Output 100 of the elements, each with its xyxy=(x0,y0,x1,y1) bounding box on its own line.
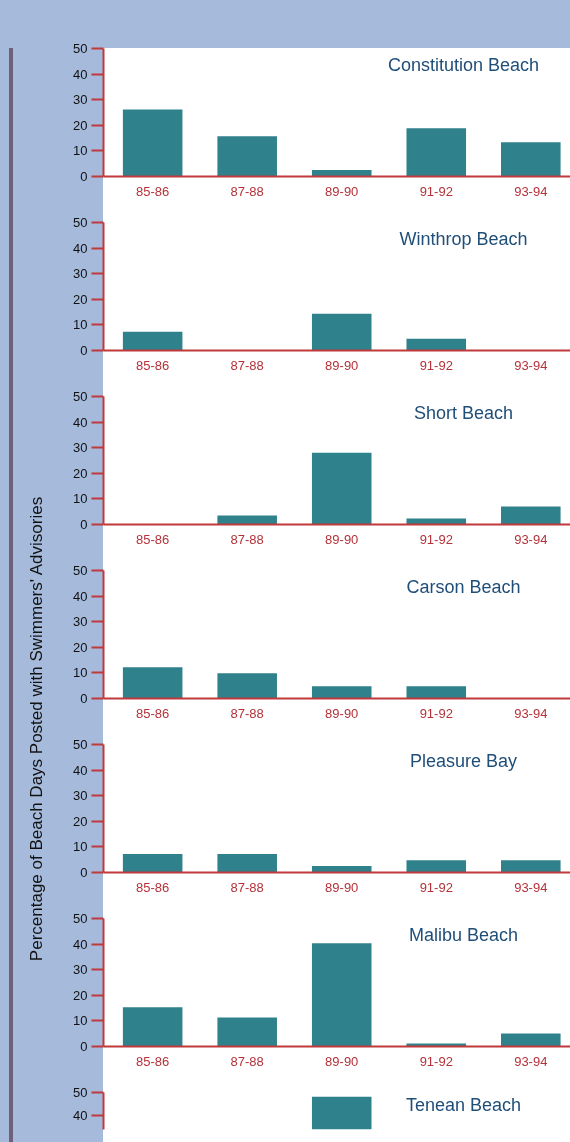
bar xyxy=(217,673,277,699)
chart-title: Carson Beach xyxy=(406,576,521,597)
y-tick-label: 30 xyxy=(73,962,88,978)
bar xyxy=(311,943,372,1047)
bar xyxy=(311,866,372,873)
bar xyxy=(501,142,561,177)
x-tick-label: 89-90 xyxy=(325,531,359,547)
x-tick-label: 91-92 xyxy=(419,1053,453,1069)
bar xyxy=(311,170,372,177)
x-tick-label: 93-94 xyxy=(514,879,548,895)
bar xyxy=(406,686,467,699)
x-tick-label: 89-90 xyxy=(325,1053,359,1069)
y-tick-label: 20 xyxy=(73,813,88,829)
y-tick-label: 30 xyxy=(73,440,88,456)
bar xyxy=(406,860,467,873)
bar xyxy=(311,313,372,351)
bar xyxy=(311,686,372,699)
y-tick-label: 0 xyxy=(80,691,88,706)
y-tick-label: 50 xyxy=(73,215,88,230)
x-tick-label: 89-90 xyxy=(325,705,359,721)
chart-title: Winthrop Beach xyxy=(399,228,528,249)
y-tick-label: 20 xyxy=(73,117,88,133)
y-tick-label: 50 xyxy=(73,911,88,926)
x-tick-label: 91-92 xyxy=(419,357,453,373)
x-tick-label: 91-92 xyxy=(419,879,453,895)
bar xyxy=(217,515,277,525)
x-tick-label: 93-94 xyxy=(514,705,548,721)
y-tick-label: 40 xyxy=(73,240,88,256)
y-tick-label: 20 xyxy=(73,987,88,1003)
y-tick-label: 30 xyxy=(73,266,88,282)
bar xyxy=(122,109,183,177)
y-tick-label: 20 xyxy=(73,639,88,655)
y-tick-label: 0 xyxy=(80,517,88,532)
x-tick-label: 87-88 xyxy=(230,879,264,895)
x-tick-label: 91-92 xyxy=(419,183,453,199)
x-tick-label: 85-86 xyxy=(136,705,170,721)
y-tick-label: 40 xyxy=(73,588,88,604)
x-tick-label: 93-94 xyxy=(514,531,548,547)
x-tick-label: 85-86 xyxy=(136,531,170,547)
x-tick-label: 85-86 xyxy=(136,357,170,373)
x-tick-label: 89-90 xyxy=(325,183,359,199)
y-tick-label: 10 xyxy=(73,143,88,159)
y-tick-label: 10 xyxy=(73,491,88,507)
x-tick-label: 93-94 xyxy=(514,183,548,199)
bar xyxy=(501,1033,561,1047)
bar xyxy=(501,506,561,525)
y-tick-label: 50 xyxy=(73,389,88,404)
x-tick-label: 87-88 xyxy=(230,531,264,547)
x-tick-label: 89-90 xyxy=(325,879,359,895)
y-tick-label: 40 xyxy=(73,414,88,430)
x-tick-label: 85-86 xyxy=(136,879,170,895)
x-tick-label: 85-86 xyxy=(136,1053,170,1069)
y-tick-label: 10 xyxy=(73,839,88,855)
y-tick-label: 50 xyxy=(73,737,88,752)
bar xyxy=(406,1043,467,1047)
x-tick-label: 85-86 xyxy=(136,183,170,199)
y-axis-title: Percentage of Beach Days Posted with Swimmers' Advisories xyxy=(27,496,46,962)
x-tick-label: 93-94 xyxy=(514,1053,548,1069)
chart-title: Pleasure Bay xyxy=(409,750,518,771)
y-tick-label: 40 xyxy=(73,936,88,952)
x-tick-label: 87-88 xyxy=(230,705,264,721)
y-tick-label: 0 xyxy=(80,1039,88,1054)
chart-title: Malibu Beach xyxy=(408,924,519,945)
x-tick-label: 91-92 xyxy=(419,705,453,721)
bar xyxy=(501,860,561,873)
y-tick-label: 20 xyxy=(73,291,88,307)
x-tick-label: 87-88 xyxy=(230,1053,264,1069)
bar xyxy=(217,854,277,873)
y-tick-label: 0 xyxy=(80,865,88,880)
y-tick-label: 30 xyxy=(73,788,88,804)
x-tick-label: 87-88 xyxy=(230,183,264,199)
y-tick-label: 40 xyxy=(73,762,88,778)
x-tick-label: 89-90 xyxy=(325,357,359,373)
chart-title: Short Beach xyxy=(413,402,514,423)
y-tick-label: 10 xyxy=(73,1013,88,1029)
bar xyxy=(122,854,183,873)
y-tick-label: 40 xyxy=(73,1108,88,1124)
bar xyxy=(217,136,277,177)
y-tick-label: 40 xyxy=(73,66,88,82)
y-tick-label: 10 xyxy=(73,317,88,333)
bar xyxy=(311,452,372,525)
y-tick-label: 50 xyxy=(73,1085,88,1100)
bar xyxy=(406,128,467,177)
y-tick-label: 30 xyxy=(73,92,88,108)
x-tick-label: 91-92 xyxy=(419,531,453,547)
y-tick-label: 20 xyxy=(73,465,88,481)
bar xyxy=(122,667,183,699)
y-tick-label: 0 xyxy=(80,169,88,184)
chart-title: Tenean Beach xyxy=(405,1094,522,1115)
bar xyxy=(122,331,183,351)
bar xyxy=(122,1007,183,1047)
bar xyxy=(406,338,467,351)
y-tick-label: 50 xyxy=(73,41,88,56)
x-tick-label: 87-88 xyxy=(230,357,264,373)
x-tick-label: 93-94 xyxy=(514,357,548,373)
y-tick-label: 50 xyxy=(73,563,88,578)
chart-title: Constitution Beach xyxy=(387,54,540,75)
y-tick-label: 30 xyxy=(73,614,88,630)
y-tick-label: 0 xyxy=(80,343,88,358)
bar xyxy=(217,1017,277,1047)
